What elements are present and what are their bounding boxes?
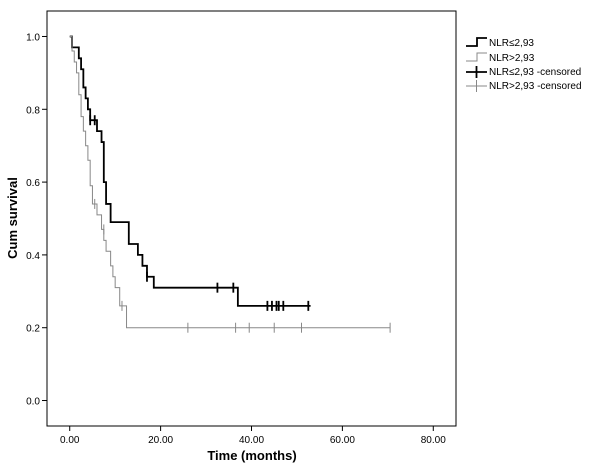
- legend-swatch-nlr-high: [466, 52, 487, 62]
- legend-item-nlr-low-censored: NLR≤2,93 -censored: [466, 66, 581, 78]
- legend-swatch-nlr-low: [466, 37, 487, 47]
- series-1-curve: [69, 35, 391, 329]
- legend-item-nlr-high: NLR>2,93: [466, 52, 535, 64]
- y-tick-label: 1.0: [26, 32, 40, 43]
- survival-curves: [69, 35, 391, 333]
- legend-item-nlr-low: NLR≤2,93: [466, 37, 534, 49]
- y-axis-title: Cum survival: [5, 177, 20, 259]
- plot-frame: [46, 10, 457, 427]
- series-0-curve: [69, 35, 311, 307]
- x-tick-label: 20.00: [148, 435, 173, 446]
- x-axis-title: Time (months): [207, 448, 296, 463]
- y-tick-label: 0.6: [26, 178, 40, 189]
- legend-label-nlr-high-censored: NLR>2,93 -censored: [489, 81, 582, 92]
- y-tick-label: 0.2: [26, 324, 40, 335]
- x-tick-label: 40.00: [239, 435, 264, 446]
- x-tick-label: 80.00: [421, 435, 446, 446]
- legend-label-nlr-high: NLR>2,93: [489, 53, 535, 64]
- y-tick-label: 0.8: [26, 105, 40, 116]
- x-tick-label: 0.00: [60, 435, 80, 446]
- y-tick-label: 0.0: [26, 397, 40, 408]
- y-axis-ticks: 0.0 0.2 0.4 0.6 0.8 1.0: [26, 32, 47, 408]
- y-tick-label: 0.4: [26, 251, 40, 262]
- x-axis-ticks: 0.00 20.00 40.00 60.00 80.00: [60, 426, 446, 446]
- x-tick-label: 60.00: [330, 435, 355, 446]
- legend-label-nlr-low-censored: NLR≤2,93 -censored: [489, 67, 581, 78]
- legend-label-nlr-low: NLR≤2,93: [489, 38, 534, 49]
- legend-item-nlr-high-censored: NLR>2,93 -censored: [466, 80, 582, 92]
- legend: NLR≤2,93 NLR>2,93 NLR≤2,93 -censored NLR…: [466, 37, 582, 92]
